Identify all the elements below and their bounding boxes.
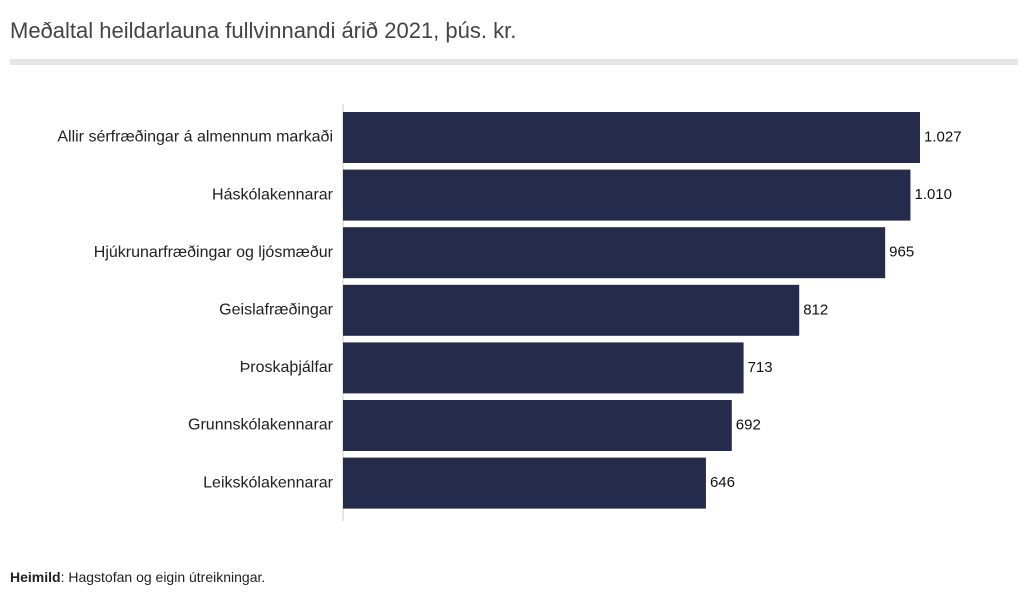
bar <box>343 284 800 336</box>
category-label: Þroskaþjálfar <box>240 359 334 376</box>
title-rule <box>10 59 1018 65</box>
bar <box>343 457 706 509</box>
bar <box>343 342 744 394</box>
category-label: Leikskólakennarar <box>203 474 334 491</box>
value-label: 692 <box>736 416 761 433</box>
value-label: 713 <box>748 359 773 376</box>
category-label: Grunnskólakennarar <box>188 417 334 434</box>
category-label: Háskólakennarar <box>212 186 334 203</box>
bar <box>343 169 911 221</box>
value-label: 965 <box>889 244 914 261</box>
value-label: 646 <box>710 474 735 491</box>
bar <box>343 227 886 279</box>
category-label: Allir sérfræðingar á almennum markaði <box>57 129 333 146</box>
bar <box>343 112 920 163</box>
chart-title: Meðaltal heildarlauna fullvinnandi árið … <box>10 18 516 43</box>
bar <box>343 400 732 451</box>
value-label: 1.010 <box>914 186 952 203</box>
value-label: 812 <box>803 301 828 318</box>
category-label: Geislafræðingar <box>219 302 334 319</box>
category-label: Hjúkrunarfræðingar og ljósmæður <box>94 244 334 261</box>
source: Heimild: Hagstofan og eigin útreikningar… <box>10 569 265 585</box>
source-label: Heimild <box>10 569 61 585</box>
value-label: 1.027 <box>924 128 962 145</box>
source-text: : Hagstofan og eigin útreikningar. <box>61 569 266 585</box>
